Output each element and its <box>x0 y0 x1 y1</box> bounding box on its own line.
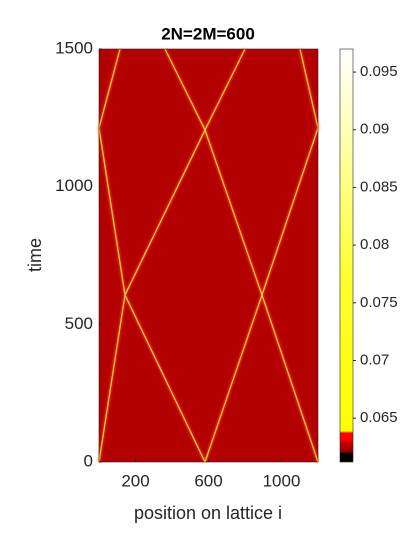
x-axis-label: position on lattice i <box>134 503 282 523</box>
y-tick-label: 0 <box>84 451 93 470</box>
colorbar-tick-label: 0.065 <box>360 409 398 426</box>
y-tick-label: 1000 <box>55 176 93 195</box>
colorbar-frame <box>339 48 354 463</box>
heatmap <box>97 48 320 463</box>
colorbar-tick-label: 0.075 <box>360 294 398 311</box>
colorbar-tick-label: 0.09 <box>360 121 389 138</box>
colorbar-tick-label: 0.08 <box>360 236 389 253</box>
x-tick-label: 200 <box>121 471 149 490</box>
colorbar <box>340 49 353 462</box>
y-tick-label: 1500 <box>55 38 93 57</box>
colorbar-tick-label: 0.07 <box>360 351 389 368</box>
colorbar-tick-label: 0.085 <box>360 178 398 195</box>
chart-title: 2N=2M=600 <box>161 24 255 43</box>
x-tick-label: 1000 <box>263 471 301 490</box>
x-tick-label: 600 <box>194 471 222 490</box>
y-tick-label: 500 <box>65 314 93 333</box>
y-axis-label: time <box>25 238 45 272</box>
colorbar-tick-label: 0.095 <box>360 63 398 80</box>
